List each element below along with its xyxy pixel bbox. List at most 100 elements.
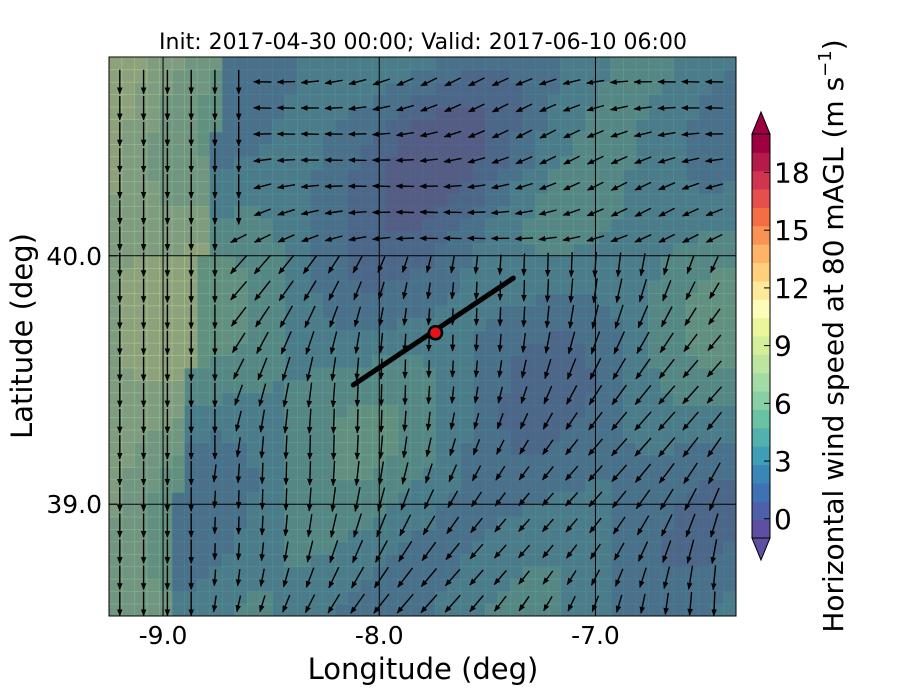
wind-vector: [449, 334, 456, 352]
terrain-cell: [522, 69, 537, 83]
terrain-cell: [297, 81, 311, 95]
terrain-cell: [259, 255, 273, 269]
terrain-cell: [109, 566, 123, 580]
terrain-cell: [246, 380, 261, 394]
terrain-cell: [497, 144, 511, 158]
terrain-cell: [146, 330, 160, 344]
terrain-cell: [384, 380, 399, 394]
terrain-cell: [698, 57, 712, 58]
terrain-cell: [146, 603, 160, 616]
terrain-cell: [121, 380, 135, 394]
terrain-cell: [221, 404, 236, 418]
terrain-cell: [447, 144, 461, 158]
terrain-cell: [547, 429, 562, 443]
chart-title: Init: 2017-04-30 00:00; Valid: 2017-06-1…: [159, 30, 687, 55]
terrain-cell: [410, 168, 424, 182]
terrain-cell: [121, 181, 135, 195]
terrain-cell: [272, 94, 286, 108]
terrain-cell: [284, 442, 298, 456]
terrain-cell: [510, 293, 524, 307]
terrain-cell: [485, 119, 499, 133]
terrain-cell: [410, 317, 424, 332]
terrain-cell: [272, 243, 286, 257]
terrain-cell: [547, 529, 562, 543]
terrain-cell: [196, 504, 211, 518]
terrain-cell: [121, 243, 135, 257]
terrain-cell: [246, 355, 261, 369]
terrain-cell: [309, 305, 323, 319]
terrain-cell: [447, 181, 461, 195]
terrain-cell: [522, 504, 537, 518]
terrain-cell: [334, 317, 348, 332]
terrain-cell: [234, 181, 248, 195]
colorbar-segment: [752, 170, 770, 190]
terrain-cell: [535, 168, 549, 182]
terrain-cell: [510, 342, 524, 356]
terrain-cell: [472, 380, 486, 394]
terrain-cell: [334, 193, 348, 207]
terrain-cell: [547, 553, 562, 568]
terrain-cell: [109, 181, 123, 195]
terrain-cell: [460, 479, 474, 493]
terrain-cell: [410, 355, 424, 369]
terrain-cell: [246, 454, 261, 468]
terrain-cell: [121, 392, 135, 406]
terrain-cell: [510, 330, 524, 344]
terrain-cell: [410, 144, 424, 158]
terrain-cell: [535, 479, 549, 493]
terrain-cell: [284, 516, 298, 530]
terrain-cell: [510, 429, 524, 443]
terrain-cell: [736, 107, 749, 120]
terrain-cell: [234, 541, 248, 555]
terrain-cell: [272, 255, 286, 269]
terrain-cell: [121, 193, 135, 207]
terrain-cell: [221, 454, 236, 468]
terrain-cell: [397, 280, 411, 294]
terrain-cell: [460, 392, 474, 406]
terrain-cell: [736, 219, 749, 232]
terrain-cell: [410, 541, 424, 555]
terrain-cell: [435, 193, 449, 207]
terrain-cell: [347, 94, 361, 108]
terrain-cell: [297, 218, 311, 232]
terrain-cell: [510, 504, 524, 518]
wind-vector: [235, 490, 242, 510]
terrain-cell: [284, 94, 298, 108]
terrain-cell: [246, 94, 261, 108]
terrain-cell: [460, 218, 474, 232]
terrain-cell: [146, 529, 160, 543]
terrain-cell: [535, 69, 549, 83]
terrain-cell: [359, 516, 374, 530]
terrain-cell: [146, 206, 160, 220]
terrain-cell: [435, 69, 449, 83]
terrain-cell: [309, 293, 323, 307]
terrain-cell: [736, 69, 749, 82]
terrain-cell: [209, 119, 223, 133]
wind-vector: [324, 105, 343, 111]
terrain-cell: [171, 429, 185, 443]
terrain-cell: [297, 466, 311, 481]
terrain-cell: [322, 280, 336, 294]
colorbar-label-text: Horizontal wind speed at 80 mAGL (m s: [817, 77, 850, 633]
terrain-cell: [435, 479, 449, 493]
terrain-cell: [472, 479, 486, 493]
terrain-cell: [510, 479, 524, 493]
terrain-cell: [309, 442, 323, 456]
terrain-cell: [146, 454, 160, 468]
terrain-cell: [209, 255, 223, 269]
terrain-cell: [171, 305, 185, 319]
terrain-cell: [522, 404, 537, 418]
terrain-cell: [259, 355, 273, 369]
terrain-cell: [284, 69, 298, 83]
terrain-cell: [522, 131, 537, 145]
x-tick-label: -7.0: [571, 621, 620, 650]
terrain-cell: [246, 603, 261, 616]
terrain-cell: [159, 541, 173, 555]
terrain-cell: [234, 429, 248, 443]
terrain-cell: [196, 81, 211, 95]
terrain-cell: [347, 69, 361, 83]
terrain-cell: [221, 131, 236, 145]
terrain-cell: [522, 330, 537, 344]
terrain-cell: [522, 144, 537, 158]
terrain-cell: [334, 330, 348, 344]
